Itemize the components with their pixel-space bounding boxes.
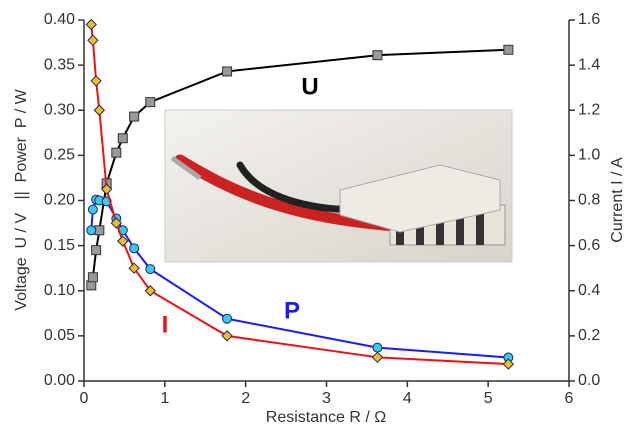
series-label: I — [162, 311, 169, 338]
data-point — [503, 44, 514, 55]
data-point — [117, 235, 129, 247]
y-tick-label: 0.00 — [44, 372, 75, 389]
y2-axis-label: Current I / A — [609, 157, 626, 243]
data-point — [117, 133, 128, 144]
data-point — [129, 243, 140, 254]
y2-tick-label: 1.0 — [578, 147, 600, 164]
x-axis-label: Resistance R / Ω — [266, 409, 386, 426]
x-tick-label: 2 — [241, 390, 250, 407]
y-tick-label: 0.20 — [44, 192, 75, 209]
y2-tick-label: 0.8 — [578, 192, 600, 209]
x-tick-label: 3 — [322, 390, 331, 407]
y2-tick-label: 1.2 — [578, 101, 600, 118]
data-point — [502, 358, 515, 370]
photo-inset — [164, 109, 513, 263]
x-tick-label: 1 — [160, 390, 169, 407]
y-tick-label: 0.40 — [44, 11, 75, 28]
y-tick-label: 0.15 — [44, 237, 75, 254]
data-point — [221, 330, 233, 342]
data-point — [145, 264, 156, 275]
data-point — [100, 183, 113, 195]
y2-tick-label: 0.0 — [578, 372, 600, 389]
data-point — [144, 285, 156, 297]
data-point — [91, 245, 102, 256]
x-tick-label: 6 — [565, 390, 574, 407]
y-tick-label: 0.30 — [44, 101, 75, 118]
y2-tick-label: 0.4 — [578, 282, 600, 299]
data-point — [111, 147, 122, 158]
data-point — [90, 75, 102, 87]
data-point — [85, 18, 97, 31]
data-point — [86, 225, 97, 236]
x-tick-label: 4 — [403, 390, 412, 407]
y-tick-label: 0.05 — [44, 327, 75, 344]
x-tick-label: 0 — [80, 390, 89, 407]
x-tick-label: 5 — [484, 390, 493, 407]
data-point — [87, 204, 98, 215]
data-point — [110, 217, 123, 229]
data-point — [145, 97, 156, 108]
data-point — [222, 313, 233, 324]
data-point — [129, 111, 140, 122]
series-label: P — [284, 297, 300, 324]
data-point — [93, 104, 106, 116]
data-point — [371, 351, 384, 364]
y-tick-label: 0.25 — [44, 147, 75, 164]
y2-tick-label: 0.2 — [578, 327, 600, 344]
series-line — [90, 24, 509, 366]
data-point — [128, 262, 140, 274]
data-point — [372, 342, 383, 353]
data-point — [372, 50, 383, 61]
y2-tick-label: 0.6 — [578, 237, 600, 254]
y-tick-label: 0.10 — [44, 282, 75, 299]
series-label: U — [301, 73, 318, 100]
y-tick-label: 0.35 — [44, 56, 75, 73]
y2-tick-label: 1.4 — [578, 56, 600, 73]
data-point — [87, 34, 99, 47]
y2-tick-label: 1.6 — [578, 11, 600, 28]
data-point — [87, 272, 98, 283]
data-point — [222, 66, 233, 77]
y-axis-label: Voltage U / V || Power P / W — [13, 88, 30, 310]
